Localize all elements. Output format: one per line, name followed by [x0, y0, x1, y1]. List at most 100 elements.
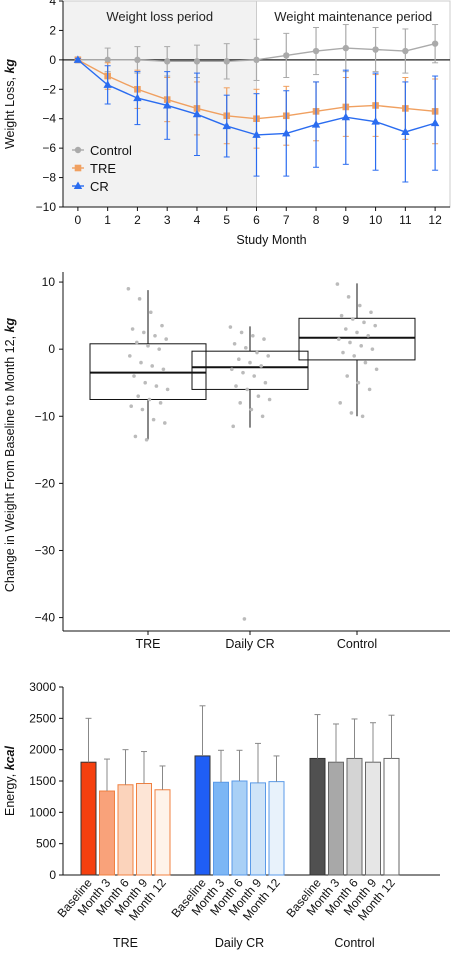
data-point-tre: [146, 344, 150, 348]
data-point-daily-cr: [263, 380, 268, 385]
data-point-tre: [160, 323, 164, 328]
y-tick-label: 2000: [29, 743, 56, 757]
x-tick-label: 12: [428, 213, 442, 227]
data-point-control: [346, 295, 351, 299]
box-control: [298, 317, 416, 361]
data-point-tre: [137, 297, 142, 301]
bar-control-month-12: [383, 757, 400, 876]
y-tick-label: 4: [49, 0, 56, 8]
box-tre: [89, 343, 207, 400]
y-axis-title-unit: kcal: [3, 746, 17, 771]
x-tick-label: 6: [253, 213, 260, 227]
legend-label-tre: TRE: [90, 161, 116, 176]
data-point-daily-cr: [228, 325, 233, 329]
bar-tre-month-6: [117, 784, 134, 876]
x-tick-label: 4: [194, 213, 201, 227]
legend-label-cr: CR: [90, 179, 109, 194]
data-point-daily-cr: [242, 617, 247, 621]
weight-change-box-plot: 10 0 −10 −20 −30 −40 Change in Weight From Bas…: [3, 272, 450, 651]
point-cr: [192, 109, 202, 118]
bar-tre-month-3: [99, 790, 115, 876]
data-point-daily-cr: [238, 401, 242, 405]
data-point-daily-cr: [241, 370, 245, 375]
y-tick-label: 2500: [29, 711, 56, 725]
data-point-tre: [133, 434, 138, 439]
bar-control-baseline: [309, 757, 326, 876]
point-cr: [430, 118, 440, 127]
x-tick-label: 1: [104, 213, 111, 227]
x-tick-label: 3: [164, 213, 171, 227]
group-label-daily-cr: Daily CR: [215, 936, 264, 950]
data-point-control: [373, 323, 378, 328]
bar-tre-month-12: [154, 789, 171, 876]
point-cr: [222, 121, 231, 130]
data-point-tre: [158, 401, 163, 405]
data-point-daily-cr: [249, 407, 254, 412]
data-point-daily-cr: [255, 350, 259, 355]
data-point-tre: [136, 394, 140, 398]
data-point-daily-cr: [256, 394, 261, 398]
bar-tre-baseline: [80, 761, 97, 876]
y-tick-label: 10: [42, 275, 56, 289]
y-tick-label: 0: [49, 53, 56, 67]
data-point-daily-cr: [237, 357, 241, 362]
box-daily-cr: [191, 350, 309, 390]
bar-daily-cr-month-12: [268, 781, 285, 876]
bar-control-month-6: [346, 757, 363, 876]
data-point-tre: [165, 387, 170, 392]
data-point-daily-cr: [239, 330, 244, 335]
x-tick-label-tre: TRE: [136, 637, 161, 651]
data-point-daily-cr: [231, 424, 235, 429]
point-cr: [282, 128, 291, 137]
data-point-control: [337, 337, 341, 341]
y-tick-label: −4: [42, 112, 56, 126]
y-tick-label: −2: [42, 82, 56, 96]
x-tick-label: 9: [342, 213, 349, 227]
bar-daily-cr-baseline: [194, 755, 211, 876]
data-point-daily-cr: [251, 333, 255, 338]
data-point-tre: [161, 367, 166, 372]
legend-marker-tre: [74, 164, 82, 172]
data-point-control: [369, 310, 373, 315]
data-point-daily-cr: [266, 354, 271, 358]
period-label-loss: Weight loss period: [106, 9, 213, 24]
weight-loss-line-chart: Weight loss period Weight maintenance per…: [3, 0, 451, 247]
data-point-tre: [154, 384, 159, 388]
bar-control-month-3: [328, 761, 344, 876]
y-tick-label: −20: [35, 476, 56, 490]
data-point-tre: [140, 407, 145, 412]
y-tick-label: 2: [49, 23, 56, 37]
y-tick-label: −8: [42, 171, 56, 185]
point-control: [372, 46, 379, 53]
x-axis-title: Study Month: [236, 233, 306, 247]
data-point-daily-cr: [259, 364, 264, 368]
data-point-daily-cr: [260, 414, 265, 419]
data-point-control: [360, 414, 365, 419]
data-point-tre: [143, 380, 147, 385]
data-point-tre: [128, 354, 132, 358]
y-tick-label: 0: [48, 342, 55, 356]
data-point-tre: [163, 421, 167, 425]
data-point-control: [351, 317, 355, 321]
data-point-tre: [139, 360, 143, 365]
data-point-daily-cr: [252, 374, 256, 378]
data-point-tre: [142, 330, 146, 335]
y-tick-label: −6: [42, 141, 56, 155]
point-control: [193, 58, 201, 65]
y-tick-label: −40: [35, 611, 56, 625]
point-control: [134, 56, 141, 64]
y-tick-label: −10: [35, 409, 56, 423]
data-point-tre: [147, 397, 152, 402]
data-point-tre: [153, 333, 157, 338]
data-point-control: [356, 380, 361, 385]
point-cr: [252, 130, 261, 138]
y-axis-title-text: Energy,: [3, 770, 17, 816]
data-point-tre: [150, 364, 154, 368]
legend-marker-control: [74, 146, 82, 154]
data-point-control: [341, 350, 345, 355]
data-point-daily-cr: [234, 384, 238, 388]
y-tick-label: 1500: [29, 774, 56, 788]
data-point-control: [345, 374, 350, 378]
point-control: [342, 44, 350, 52]
